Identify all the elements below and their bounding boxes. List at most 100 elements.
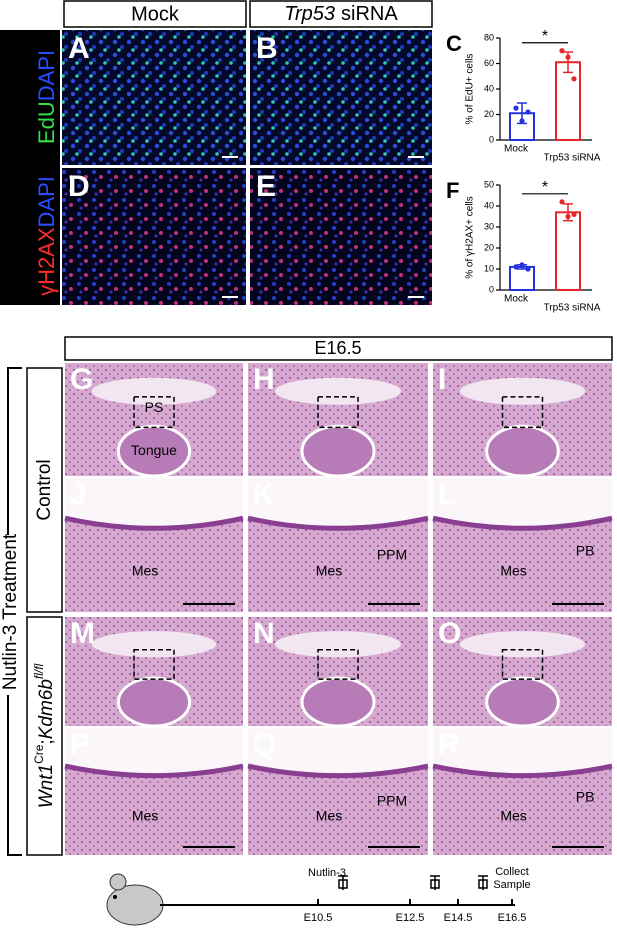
significance: * [542,179,548,196]
bar [555,211,581,291]
mouse-ear [109,873,127,891]
x-tick-label: Mock [504,294,529,305]
cavity [275,631,401,658]
annotation: PB [576,542,595,558]
stain-strip [0,30,60,305]
panel-letter: C [446,31,462,56]
syringe [338,875,348,890]
annotation: PS [145,399,164,415]
cavity [65,478,243,529]
collect-label: Sample [493,879,530,891]
text-part: fl/fl [32,663,46,679]
stain-label: EdUDAPI [34,50,59,144]
data-point [571,76,577,82]
data-point [513,264,519,270]
stage: E16.5 [314,338,361,358]
text-part: ; [36,739,57,744]
data-point [519,118,525,124]
annotation: Mes [316,563,342,579]
mouse-body [106,884,164,926]
data-point [571,211,577,217]
group-label: Control [34,459,55,520]
cavity [248,478,428,529]
tissue [300,424,376,478]
text-part: Kdm6b [36,679,57,739]
text-part: DAPI [34,176,59,227]
header: Trp53 siRNA [284,3,398,25]
treatment: Nutlin-3 Treatment [0,533,21,690]
data-point [559,199,565,205]
cavity [459,631,586,658]
data-point [565,213,571,220]
panel-letter: O [438,617,461,650]
y-axis-label: % of γH2AX+ cells [465,196,476,279]
text-part: EdU [34,101,59,144]
cavity [433,478,612,529]
header: Mock [131,3,180,25]
x-tick-label: Mock [504,144,529,155]
cavity [248,728,428,776]
panel-letter: G [70,363,93,396]
stage-label: E10.5 [304,912,333,924]
mouse-eye [113,895,117,899]
panel-letter: A [68,32,90,65]
header-box [249,0,433,28]
y-tick-label: 30 [484,221,494,231]
text-part: Wnt1 [36,764,57,808]
inset-box [317,396,359,429]
panel-letter: P [70,728,90,761]
bar [555,61,581,141]
cavity [459,377,586,405]
data-point [525,266,531,272]
micrograph [62,30,246,165]
data-point [565,54,571,60]
inset-box [501,396,544,429]
inset-box [317,648,359,680]
data-point [559,48,565,54]
panel-letter: F [446,178,459,203]
inset-box [133,648,175,680]
data-point [513,105,519,111]
panel-letter: H [253,363,275,396]
cavity [433,728,612,776]
y-tick-label: 80 [484,32,494,42]
y-tick-label: 10 [484,263,494,273]
annotation: PPM [377,792,407,808]
micrograph [250,30,432,165]
annotation: Tongue [131,442,177,458]
y-tick-label: 40 [484,200,494,210]
epithelium [432,763,613,779]
y-tick-label: 40 [484,83,494,93]
collect-label: Collect [495,866,529,878]
y-tick-label: 0 [489,284,494,294]
tissue [485,676,560,728]
inset-box [501,648,544,680]
tissue [116,676,192,728]
panel-letter: L [438,478,456,511]
panel-letter: M [70,617,95,650]
text-part: γH2AX [34,227,59,296]
panel-letter: I [438,363,446,396]
panel-letter: Q [253,728,276,761]
micrograph [250,168,432,305]
panel-letter: K [253,478,275,511]
stage-label: E12.5 [396,912,425,924]
y-tick-label: 50 [484,179,494,189]
header-box [63,0,247,28]
panel-letter: N [253,617,275,650]
panel-letter: R [438,728,460,761]
group-box [26,367,63,613]
annotation: Mes [316,808,342,824]
data-point [525,109,531,115]
tissue [485,424,560,478]
text-part: Trp53 [284,3,335,25]
annotation: Mes [500,563,526,579]
epithelium [247,763,429,779]
data-point [519,262,525,268]
drug-label: Nutlin-3 [308,867,346,879]
panel-letter: B [256,32,278,65]
significance: * [542,28,548,45]
y-axis-label: % of EdU+ cells [465,54,476,125]
x-tick-label: Trp53 siRNA [544,303,601,314]
annotation: Mes [500,808,526,824]
